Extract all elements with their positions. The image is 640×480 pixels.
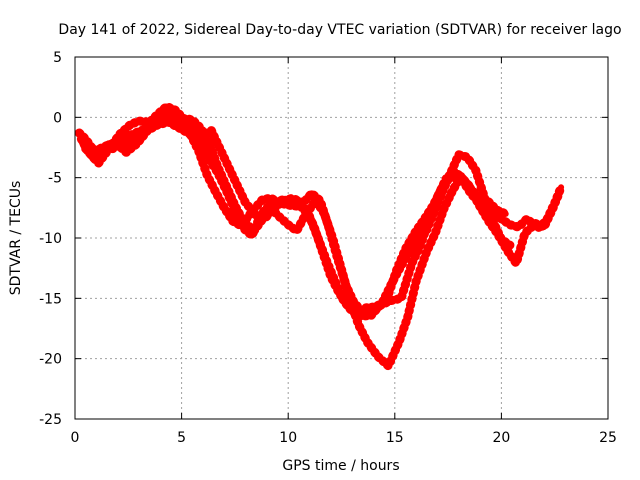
y-tick-label: -20 <box>39 352 62 368</box>
chart-title: Day 141 of 2022, Sidereal Day-to-day VTE… <box>58 22 621 38</box>
x-tick-labels: 0 5 10 15 20 25 <box>71 430 617 446</box>
y-tick-labels: 5 0 -5 -10 -15 -20 -25 <box>39 50 62 428</box>
y-tick-label: 5 <box>53 50 62 66</box>
y-tick-label: -10 <box>39 231 62 247</box>
x-tick-label: 10 <box>279 430 297 446</box>
y-axis-label: SDTVAR / TECUs <box>8 181 24 296</box>
y-tick-label: 0 <box>53 110 62 126</box>
x-tick-label: 20 <box>492 430 510 446</box>
axis-ticks <box>74 56 609 420</box>
x-tick-label: 25 <box>599 430 617 446</box>
x-tick-label: 0 <box>71 430 80 446</box>
series-markers-trace-d <box>81 117 566 319</box>
x-tick-label: 15 <box>386 430 404 446</box>
x-axis-label: GPS time / hours <box>282 458 399 474</box>
y-tick-label: -25 <box>39 412 62 428</box>
y-tick-label: -5 <box>48 171 62 187</box>
x-tick-label: 5 <box>177 430 186 446</box>
y-tick-label: -15 <box>39 291 62 307</box>
data-series <box>74 102 566 371</box>
